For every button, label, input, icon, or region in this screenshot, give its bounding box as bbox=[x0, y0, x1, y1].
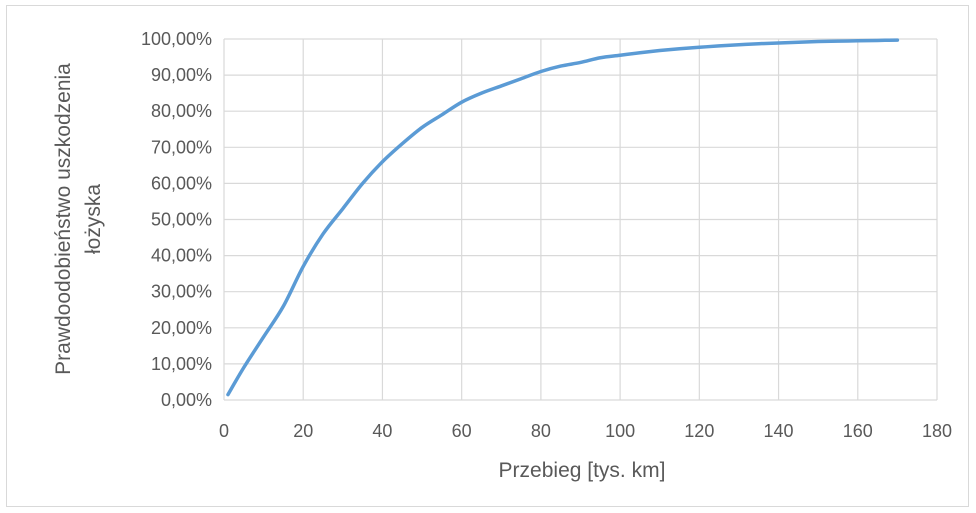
y-axis-title-line-2: łożyska bbox=[82, 184, 105, 254]
y-tick-label: 60,00% bbox=[151, 173, 212, 193]
y-tick-label: 0,00% bbox=[161, 390, 212, 410]
x-axis-ticks: 0 20 40 60 80 100 120 140 160 180 bbox=[219, 421, 952, 441]
x-tick-label: 60 bbox=[452, 421, 472, 441]
y-axis-title-line-1: Prawdoodobieństwo uszkodzenia bbox=[52, 63, 75, 375]
x-tick-label: 80 bbox=[531, 421, 551, 441]
x-tick-label: 20 bbox=[293, 421, 313, 441]
x-tick-label: 180 bbox=[922, 421, 952, 441]
y-tick-label: 40,00% bbox=[151, 246, 212, 266]
x-tick-label: 40 bbox=[372, 421, 392, 441]
y-tick-label: 20,00% bbox=[151, 318, 212, 338]
series-group bbox=[226, 38, 900, 397]
series-line-0 bbox=[226, 38, 900, 397]
y-tick-label: 100,00% bbox=[141, 29, 212, 49]
x-tick-label: 120 bbox=[684, 421, 714, 441]
gridlines bbox=[223, 38, 938, 401]
y-axis-ticks: 0,00% 10,00% 20,00% 30,00% 40,00% 50,00% 60,00… bbox=[141, 29, 212, 410]
x-axis-title: Przebieg [tys. km] bbox=[499, 459, 666, 482]
y-tick-label: 80,00% bbox=[151, 101, 212, 121]
y-axis-title: Prawdoodobieństwo uszkodzenia łożyska bbox=[52, 63, 105, 375]
y-tick-label: 50,00% bbox=[151, 210, 212, 230]
y-tick-label: 10,00% bbox=[151, 354, 212, 374]
y-tick-label: 70,00% bbox=[151, 137, 212, 157]
x-tick-label: 100 bbox=[605, 421, 635, 441]
x-tick-label: 160 bbox=[843, 421, 873, 441]
x-tick-label: 0 bbox=[219, 421, 229, 441]
y-tick-label: 30,00% bbox=[151, 282, 212, 302]
y-tick-label: 90,00% bbox=[151, 65, 212, 85]
x-tick-label: 140 bbox=[764, 421, 794, 441]
